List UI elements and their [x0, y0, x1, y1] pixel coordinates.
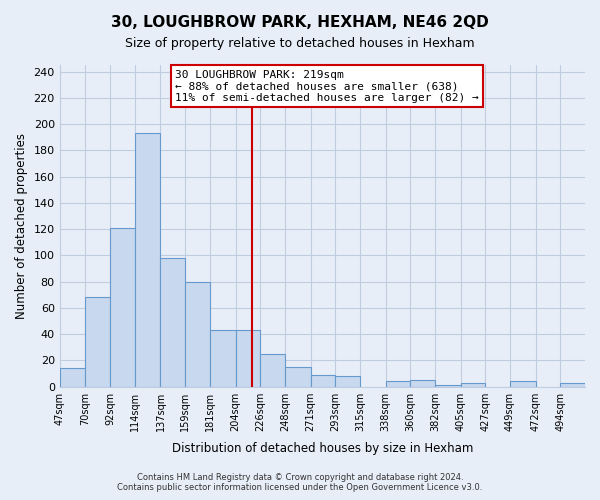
Bar [560, 382, 585, 386]
Bar [461, 382, 485, 386]
Bar [510, 382, 536, 386]
X-axis label: Distribution of detached houses by size in Hexham: Distribution of detached houses by size … [172, 442, 473, 455]
Bar [335, 376, 360, 386]
Text: Size of property relative to detached houses in Hexham: Size of property relative to detached ho… [125, 38, 475, 51]
Bar [135, 134, 160, 386]
Text: Contains HM Land Registry data © Crown copyright and database right 2024.
Contai: Contains HM Land Registry data © Crown c… [118, 473, 482, 492]
Bar [410, 380, 435, 386]
Bar [85, 298, 110, 386]
Bar [185, 282, 210, 387]
Text: 30 LOUGHBROW PARK: 219sqm
← 88% of detached houses are smaller (638)
11% of semi: 30 LOUGHBROW PARK: 219sqm ← 88% of detac… [175, 70, 479, 103]
Bar [210, 330, 236, 386]
Bar [386, 382, 410, 386]
Bar [311, 375, 335, 386]
Bar [236, 330, 260, 386]
Bar [260, 354, 285, 386]
Y-axis label: Number of detached properties: Number of detached properties [15, 133, 28, 319]
Bar [285, 367, 311, 386]
Bar [160, 258, 185, 386]
Bar [110, 228, 135, 386]
Text: 30, LOUGHBROW PARK, HEXHAM, NE46 2QD: 30, LOUGHBROW PARK, HEXHAM, NE46 2QD [111, 15, 489, 30]
Bar [59, 368, 85, 386]
